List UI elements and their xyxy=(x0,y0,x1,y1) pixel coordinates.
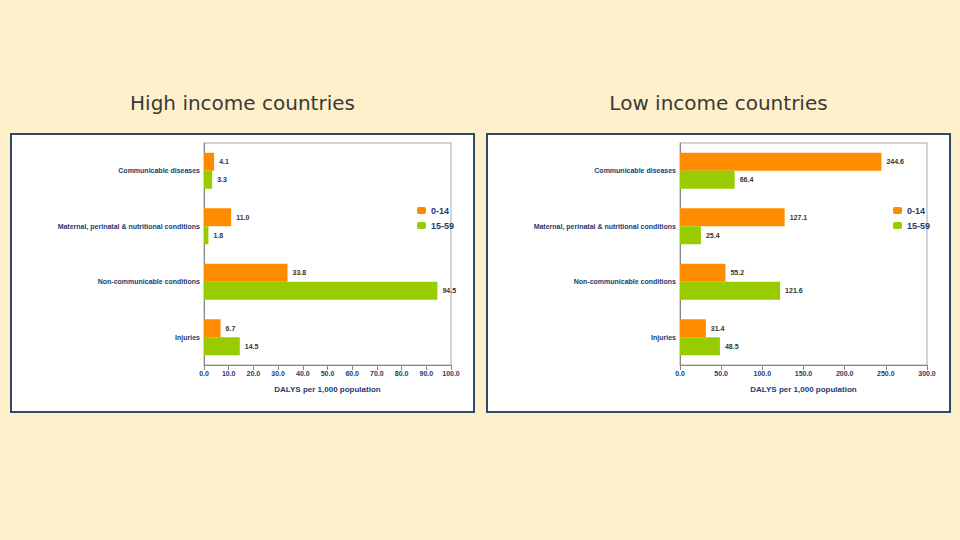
svg-text:Injuries: Injuries xyxy=(175,334,200,342)
svg-text:DALYS per 1,000 population: DALYS per 1,000 population xyxy=(274,385,381,394)
svg-text:0.0: 0.0 xyxy=(199,370,209,377)
svg-text:14.5: 14.5 xyxy=(245,343,259,350)
svg-text:200.0: 200.0 xyxy=(836,370,854,377)
svg-text:DALYS per 1,000 population: DALYS per 1,000 population xyxy=(750,385,857,394)
svg-text:25.4: 25.4 xyxy=(706,232,720,239)
svg-text:50.0: 50.0 xyxy=(321,370,335,377)
svg-text:55.2: 55.2 xyxy=(730,269,744,276)
svg-text:127.1: 127.1 xyxy=(790,214,808,221)
svg-text:100.0: 100.0 xyxy=(754,370,772,377)
svg-text:15-59: 15-59 xyxy=(431,221,454,231)
svg-text:4.1: 4.1 xyxy=(219,158,229,165)
svg-text:60.0: 60.0 xyxy=(345,370,359,377)
svg-text:0-14: 0-14 xyxy=(431,206,449,216)
svg-text:90.0: 90.0 xyxy=(419,370,433,377)
svg-text:250.0: 250.0 xyxy=(877,370,895,377)
svg-text:244.6: 244.6 xyxy=(886,158,904,165)
svg-text:94.5: 94.5 xyxy=(442,287,456,294)
svg-text:0.0: 0.0 xyxy=(675,370,685,377)
svg-text:48.5: 48.5 xyxy=(725,343,739,350)
svg-text:Maternal, perinatal & nutritio: Maternal, perinatal & nutritional condit… xyxy=(58,223,200,231)
svg-text:Non-communicable conditions: Non-communicable conditions xyxy=(98,278,200,285)
svg-text:66.4: 66.4 xyxy=(740,176,754,183)
html-text:High income countries: High income countries xyxy=(130,91,355,115)
svg-text:Maternal, perinatal & nutritio: Maternal, perinatal & nutritional condit… xyxy=(534,223,676,231)
html-text:Low income countries: Low income countries xyxy=(609,91,828,115)
svg-text:31.4: 31.4 xyxy=(711,325,725,332)
svg-text:Communicable diseases: Communicable diseases xyxy=(118,167,200,174)
svg-text:11.0: 11.0 xyxy=(236,214,249,221)
svg-text:0-14: 0-14 xyxy=(907,206,925,216)
svg-text:80.0: 80.0 xyxy=(395,370,409,377)
svg-text:33.8: 33.8 xyxy=(292,269,306,276)
svg-text:Non-communicable conditions: Non-communicable conditions xyxy=(574,278,676,285)
svg-text:100.0: 100.0 xyxy=(442,370,460,377)
svg-text:Injuries: Injuries xyxy=(651,334,676,342)
svg-text:121.6: 121.6 xyxy=(785,287,803,294)
svg-text:6.7: 6.7 xyxy=(226,325,236,332)
svg-text:150.0: 150.0 xyxy=(795,370,813,377)
svg-text:70.0: 70.0 xyxy=(370,370,384,377)
svg-text:30.0: 30.0 xyxy=(271,370,285,377)
svg-text:10.0: 10.0 xyxy=(222,370,236,377)
svg-text:50.0: 50.0 xyxy=(714,370,728,377)
svg-text:3.3: 3.3 xyxy=(217,176,227,183)
svg-text:20.0: 20.0 xyxy=(247,370,261,377)
svg-text:300.0: 300.0 xyxy=(918,370,936,377)
svg-text:40.0: 40.0 xyxy=(296,370,310,377)
svg-text:15-59: 15-59 xyxy=(907,221,930,231)
svg-text:Communicable diseases: Communicable diseases xyxy=(594,167,676,174)
svg-text:1.8: 1.8 xyxy=(213,232,223,239)
